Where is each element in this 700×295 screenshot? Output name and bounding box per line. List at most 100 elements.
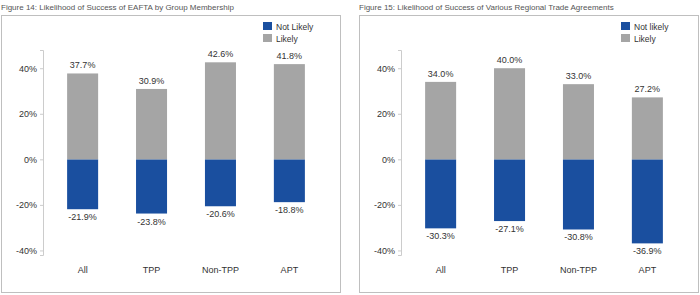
bar [425, 82, 456, 159]
data-label: -30.3% [426, 231, 455, 241]
x-tick: All [436, 261, 446, 275]
bar [563, 84, 594, 159]
data-label: 27.2% [635, 84, 661, 94]
y-tick-label: 0% [24, 155, 37, 165]
x-tick: TPP [501, 261, 519, 275]
legend-label: Likely [634, 34, 656, 44]
legend-swatch [621, 22, 630, 30]
bar [274, 64, 305, 159]
legend: Not likely Likely [621, 22, 669, 44]
data-label: -23.8% [137, 217, 166, 227]
legend-swatch [263, 22, 272, 30]
x-tick: Non-TPP [560, 261, 597, 275]
data-label: -36.9% [633, 246, 662, 256]
y-tick-label: -40% [16, 246, 37, 256]
y-tick-mark [398, 205, 401, 206]
bar [67, 159, 98, 209]
x-tick-label: APT [281, 265, 299, 275]
bar [205, 62, 236, 159]
chart: Figure 14: Likelihood of Success of EAFT… [1, 3, 341, 293]
bar [425, 159, 456, 228]
x-tick-label: Non-TPP [560, 265, 597, 275]
y-tick: -20% [16, 200, 43, 210]
bar [274, 159, 305, 202]
figure: Figure 14: Likelihood of Success of EAFT… [0, 0, 700, 295]
y-tick-mark [40, 205, 43, 206]
legend-swatch [263, 34, 272, 42]
bars [425, 68, 663, 243]
data-label: -20.6% [206, 209, 235, 219]
y-tick: 40% [377, 64, 401, 74]
data-label: 42.6% [208, 49, 234, 59]
chart-frame [360, 16, 699, 293]
y-tick-label: -20% [16, 200, 37, 210]
x-axis: All TPP Non-TPP APT [78, 261, 299, 275]
x-tick-label: All [436, 265, 446, 275]
data-label: -21.9% [68, 212, 97, 222]
y-tick-mark [398, 250, 401, 251]
x-tick-label: All [78, 265, 88, 275]
chart-title: Figure 14: Likelihood of Success of EAFT… [1, 3, 234, 12]
data-label: -30.8% [564, 232, 593, 242]
y-tick: 40% [19, 64, 43, 74]
x-axis: All TPP Non-TPP APT [436, 261, 657, 275]
y-tick-label: -40% [374, 246, 395, 256]
data-label: 41.8% [277, 51, 303, 61]
data-labels: -30.3%-27.1%-30.8%-36.9%34.0%40.0%33.0%2… [426, 55, 661, 256]
data-label: 30.9% [139, 76, 165, 86]
y-tick: -40% [374, 246, 401, 256]
x-tick-label: APT [639, 265, 657, 275]
bar [632, 97, 663, 159]
legend: Not Likely Likely [263, 22, 314, 44]
bar [632, 159, 663, 243]
x-tick: TPP [143, 261, 161, 275]
x-tick-label: TPP [501, 265, 519, 275]
bar [67, 73, 98, 159]
y-tick-mark [398, 159, 401, 160]
y-tick: 20% [377, 109, 401, 119]
legend-label: Likely [276, 34, 298, 44]
y-tick-label: 40% [19, 64, 37, 74]
x-tick-label: TPP [143, 265, 161, 275]
y-tick-mark [40, 114, 43, 115]
y-tick: 20% [19, 109, 43, 119]
y-tick-label: -20% [374, 200, 395, 210]
y-tick-mark [40, 250, 43, 251]
chart-title: Figure 15: Likelihood of Success of Vari… [359, 3, 614, 12]
x-tick-label: Non-TPP [202, 265, 239, 275]
bar [494, 68, 525, 159]
y-tick-mark [398, 114, 401, 115]
data-label: 34.0% [428, 69, 454, 79]
y-tick-label: 20% [19, 109, 37, 119]
chart-frame [2, 16, 341, 293]
x-tick: Non-TPP [202, 261, 239, 275]
bars [67, 62, 305, 213]
y-tick: 0% [382, 155, 401, 165]
bar [136, 89, 167, 159]
bar [494, 159, 525, 221]
y-tick: 0% [24, 155, 43, 165]
x-tick: All [78, 261, 88, 275]
y-axis-line [40, 51, 44, 256]
bar [205, 159, 236, 206]
y-tick: -20% [374, 200, 401, 210]
x-tick: APT [639, 261, 657, 275]
y-tick-mark [40, 68, 43, 69]
y-tick: -40% [16, 246, 43, 256]
y-tick-mark [398, 68, 401, 69]
y-tick-label: 40% [377, 64, 395, 74]
data-labels: -21.9% -23.8% -20.6% -18.8% 37.7% 30.9% 42.6% 4… [68, 49, 303, 226]
legend-label: Not Likely [276, 22, 314, 32]
y-axis: -40% -20% 0% 20% 40% [374, 51, 402, 256]
y-axis-line [398, 51, 402, 256]
y-tick-mark [40, 159, 43, 160]
y-tick-label: 0% [382, 155, 395, 165]
legend-label: Not likely [634, 22, 669, 32]
data-label: 33.0% [566, 71, 592, 81]
data-label: -18.8% [275, 205, 304, 215]
chart: Figure 15: Likelihood of Success of Vari… [359, 3, 699, 293]
data-label: -27.1% [495, 224, 524, 234]
y-tick-label: 20% [377, 109, 395, 119]
legend-swatch [621, 34, 630, 42]
data-label: 37.7% [70, 60, 96, 70]
